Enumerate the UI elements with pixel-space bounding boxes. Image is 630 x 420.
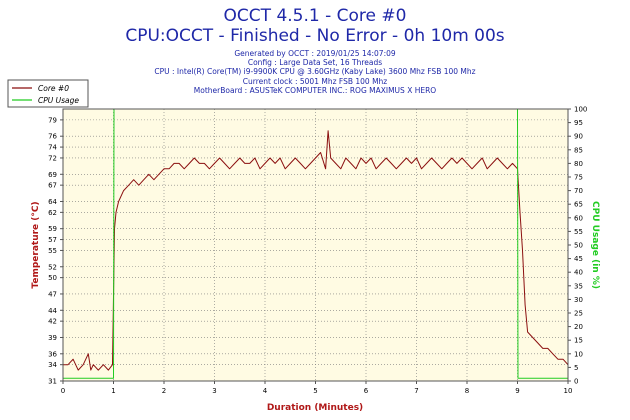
y-tick-label: 64 xyxy=(48,198,57,206)
y2-tick-label: 5 xyxy=(574,364,578,372)
y-tick-label: 39 xyxy=(48,334,57,342)
y-tick-label: 74 xyxy=(48,144,57,152)
y2-tick-label: 50 xyxy=(574,242,583,250)
info-clock: Current clock : 5001 Mhz FSB 100 Mhz xyxy=(242,77,388,86)
y2-tick-label: 20 xyxy=(574,323,583,331)
x-tick-label: 2 xyxy=(162,387,166,395)
series-line-core0 xyxy=(63,130,569,371)
x-tick-label: 4 xyxy=(263,387,268,395)
x-axis-label: Duration (Minutes) xyxy=(267,403,363,413)
y-axis-label: Temperature (°C) xyxy=(31,201,41,288)
y2-tick-label: 15 xyxy=(574,337,583,345)
y2-tick-label: 40 xyxy=(574,269,583,277)
legend: Core #0 CPU Usage xyxy=(7,79,89,108)
y-tick-label: 44 xyxy=(48,307,57,315)
x-tick-label: 0 xyxy=(61,387,65,395)
y2-tick-label: 0 xyxy=(574,378,578,386)
y2-tick-label: 55 xyxy=(574,228,583,236)
y2-axis-label: CPU Usage (in %) xyxy=(590,201,600,289)
info-cpu: CPU : Intel(R) Core(TM) i9-9900K CPU @ 3… xyxy=(154,67,476,76)
y2-tick-label: 75 xyxy=(574,174,583,182)
x-tick-label: 6 xyxy=(364,387,369,395)
y2-tick-label: 95 xyxy=(574,119,583,127)
y2-tick-label: 30 xyxy=(574,296,583,304)
x-tick-label: 5 xyxy=(313,387,317,395)
y2-tick-label: 80 xyxy=(574,160,583,168)
y2-tick-label: 25 xyxy=(574,310,583,318)
legend-label-core0: Core #0 xyxy=(38,84,69,93)
y2-tick-label: 65 xyxy=(574,201,583,209)
y-tick-label: 36 xyxy=(48,350,57,358)
y-tick-label: 31 xyxy=(48,378,57,386)
x-tick-label: 10 xyxy=(564,387,573,395)
y-tick-label: 34 xyxy=(48,361,57,369)
y2-tick-label: 60 xyxy=(574,214,583,222)
y-tick-label: 55 xyxy=(48,247,57,255)
y-tick-label: 42 xyxy=(48,318,57,326)
y-tick-label: 59 xyxy=(48,225,57,233)
y-tick-label: 76 xyxy=(48,133,57,141)
x-tick-label: 8 xyxy=(465,387,469,395)
y2-tick-label: 45 xyxy=(574,255,583,263)
y2-tick-label: 70 xyxy=(574,187,583,195)
y2-axis-ticks: 0 5 10 15 20 25 30 35 40 45 50 55 60 65 70 75 80 85 90 95 10… xyxy=(568,106,587,386)
y2-tick-label: 85 xyxy=(574,146,583,154)
y-axis-ticks: 31 34 36 39 42 44 47 50 52 55 57 59 62 64 67 69 72 74 76 79 xyxy=(48,116,63,386)
info-motherboard: MotherBoard : ASUSTeK COMPUTER INC.: ROG… xyxy=(193,86,437,95)
y2-tick-label: 100 xyxy=(574,106,587,114)
y-tick-label: 72 xyxy=(48,154,57,162)
y-tick-label: 62 xyxy=(48,209,57,217)
y-tick-label: 79 xyxy=(48,116,57,124)
y-tick-label: 57 xyxy=(48,236,57,244)
legend-label-cpu-usage: CPU Usage xyxy=(38,96,79,105)
x-tick-label: 1 xyxy=(111,387,115,395)
y-tick-label: 50 xyxy=(48,274,57,282)
info-generated: Generated by OCCT : 2019/01/25 14:07:09 xyxy=(234,49,396,58)
x-tick-label: 3 xyxy=(212,387,216,395)
x-tick-label: 9 xyxy=(515,387,519,395)
chart-title: OCCT 4.5.1 - Core #0 xyxy=(223,6,407,26)
y-tick-label: 69 xyxy=(48,171,57,179)
legend-box xyxy=(7,79,89,108)
y-tick-label: 67 xyxy=(48,182,57,190)
y-tick-label: 52 xyxy=(48,263,57,271)
y2-tick-label: 10 xyxy=(574,350,583,358)
chart-subtitle: CPU:OCCT - Finished - No Error - 0h 10m … xyxy=(125,26,505,46)
plot-frame xyxy=(62,108,569,382)
y-tick-label: 47 xyxy=(48,290,57,298)
x-tick-label: 7 xyxy=(414,387,418,395)
y2-tick-label: 35 xyxy=(574,282,583,290)
info-config: Config : Large Data Set, 16 Threads xyxy=(247,58,383,67)
x-axis-ticks: 0 1 2 3 4 5 6 7 8 9 10 xyxy=(61,381,573,395)
y2-tick-label: 90 xyxy=(574,133,583,141)
